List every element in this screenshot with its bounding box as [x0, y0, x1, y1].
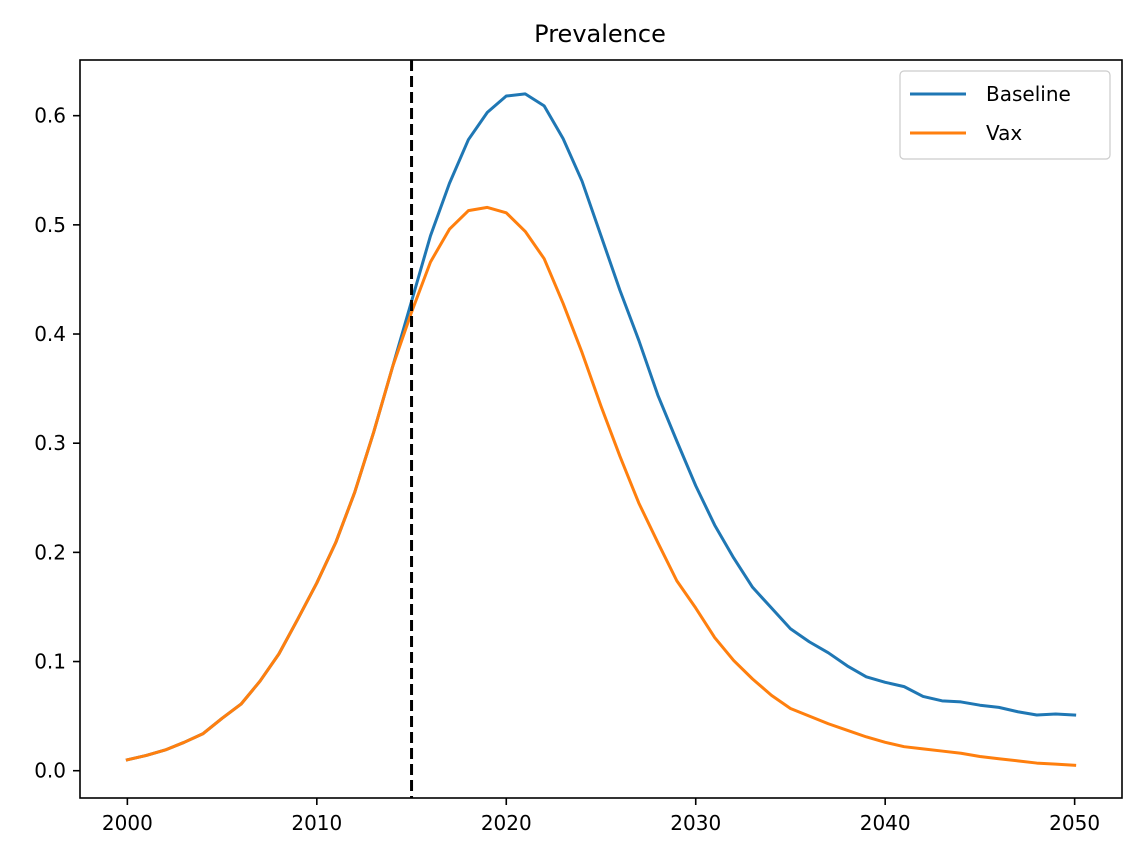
y-tick-label: 0.0: [34, 759, 66, 783]
x-tick-label: 2000: [102, 811, 153, 835]
y-tick-label: 0.6: [34, 104, 66, 128]
x-tick-label: 2030: [670, 811, 721, 835]
y-tick-label: 0.4: [34, 322, 66, 346]
plot-frame: [79, 59, 1123, 799]
x-tick-label: 2010: [291, 811, 342, 835]
y-tick-label: 0.5: [34, 213, 66, 237]
y-tick-label: 0.3: [34, 431, 66, 455]
legend-label-baseline: Baseline: [986, 82, 1071, 106]
y-tick-label: 0.1: [34, 650, 66, 674]
series-line-vax: [125, 205, 1077, 767]
legend: Baseline Vax: [899, 70, 1111, 160]
x-tick-label: 2040: [860, 811, 911, 835]
legend-label-vax: Vax: [986, 121, 1022, 145]
series-line-baseline: [125, 92, 1077, 762]
y-tick-label: 0.2: [34, 540, 66, 564]
x-tick-label: 2050: [1049, 811, 1100, 835]
chart-title: Prevalence: [534, 20, 666, 48]
x-tick-label: 2020: [481, 811, 532, 835]
